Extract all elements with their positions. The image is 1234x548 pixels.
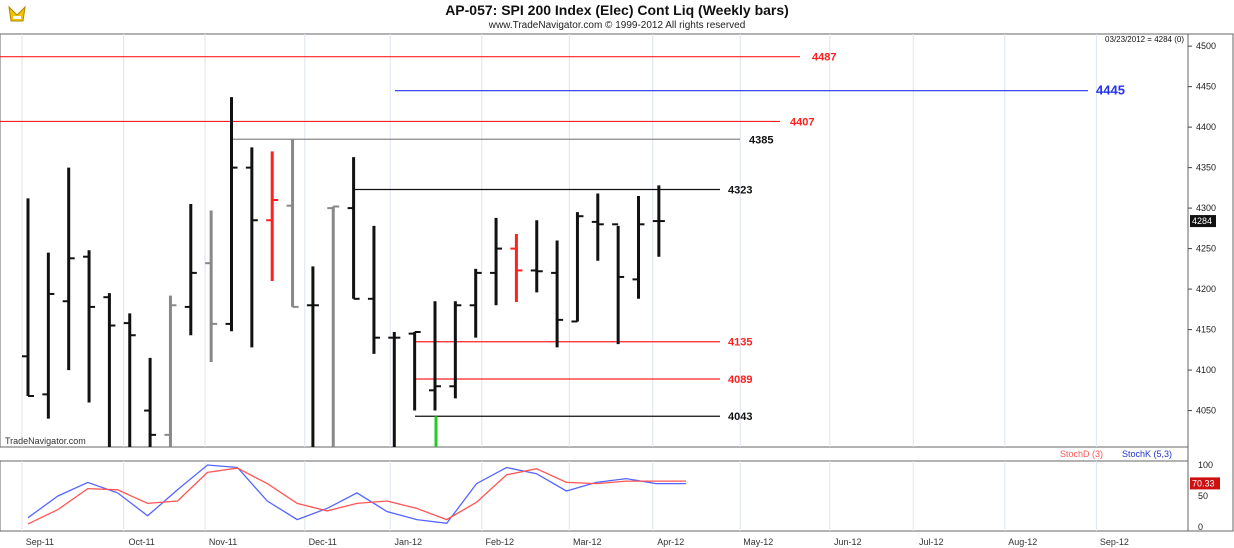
copyright-text: www.TradeNavigator.com © 1999-2012 All r… — [488, 20, 746, 31]
stoch-last-tag — [1190, 477, 1220, 490]
date-axis-label: Jan-12 — [394, 537, 422, 547]
date-axis-label: Jul-12 — [919, 537, 944, 547]
date-axis-label: Sep-11 — [26, 537, 54, 547]
date-axis-label: Apr-12 — [657, 537, 684, 547]
date-axis-label: Sep-12 — [1100, 537, 1129, 547]
stoch-tick-label: 50 — [1198, 491, 1208, 501]
stoch-d-legend: StochD (3) — [1060, 449, 1103, 459]
price-tick-label: 4200 — [1196, 284, 1216, 294]
price-panel — [0, 33, 1189, 448]
level-label-4089: 4089 — [728, 374, 752, 386]
stoch-k-line — [27, 464, 686, 524]
trade-navigator-logo-icon — [3, 3, 31, 27]
date-axis-label: Mar-12 — [573, 537, 602, 547]
stoch-k-legend: StochK (5,3) — [1122, 449, 1172, 459]
date-axis-label: Oct-11 — [128, 537, 154, 547]
date-axis-label: Nov-11 — [209, 537, 237, 547]
level-label-4487: 4487 — [812, 52, 836, 64]
stoch-d-line — [27, 467, 686, 525]
price-tick-label: 4450 — [1196, 82, 1216, 92]
stoch-tick-label: 0 — [1198, 522, 1203, 532]
price-tick-label: 4400 — [1196, 122, 1216, 132]
date-value-readout: 03/23/2012 = 4284 (0) — [1105, 35, 1184, 44]
date-axis-label: Dec-11 — [309, 537, 337, 547]
level-label-4445: 4445 — [1096, 83, 1125, 98]
price-tick-label: 4300 — [1196, 203, 1216, 213]
price-axis-panel — [1187, 33, 1234, 532]
date-axis-label: Jun-12 — [834, 537, 862, 547]
level-label-4385: 4385 — [749, 134, 773, 146]
price-tick-label: 4250 — [1196, 244, 1216, 254]
stochastic-panel — [0, 460, 1189, 532]
price-tick-label: 4350 — [1196, 163, 1216, 173]
date-axis-label: Feb-12 — [486, 537, 515, 547]
stoch-tick-label: 100 — [1198, 460, 1213, 470]
level-label-4323: 4323 — [728, 184, 752, 196]
date-axis-label: May-12 — [743, 537, 773, 547]
price-tick-label: 4150 — [1196, 325, 1216, 335]
chart-title: AP-057: SPI 200 Index (Elec) Cont Liq (W… — [445, 2, 789, 18]
price-tick-label: 4500 — [1196, 41, 1216, 51]
price-tick-label: 4100 — [1196, 365, 1216, 375]
level-label-4135: 4135 — [728, 337, 752, 349]
last-value-tag — [1190, 215, 1216, 228]
watermark-text: TradeNavigator.com — [5, 436, 86, 446]
date-axis-label: Aug-12 — [1008, 537, 1037, 547]
stoch-last-label: 70.33 — [1192, 478, 1215, 488]
last-value-label: 4284 — [1192, 216, 1212, 226]
level-label-4407: 4407 — [790, 116, 814, 128]
level-label-4043: 4043 — [728, 411, 752, 423]
price-tick-label: 4050 — [1196, 406, 1216, 416]
